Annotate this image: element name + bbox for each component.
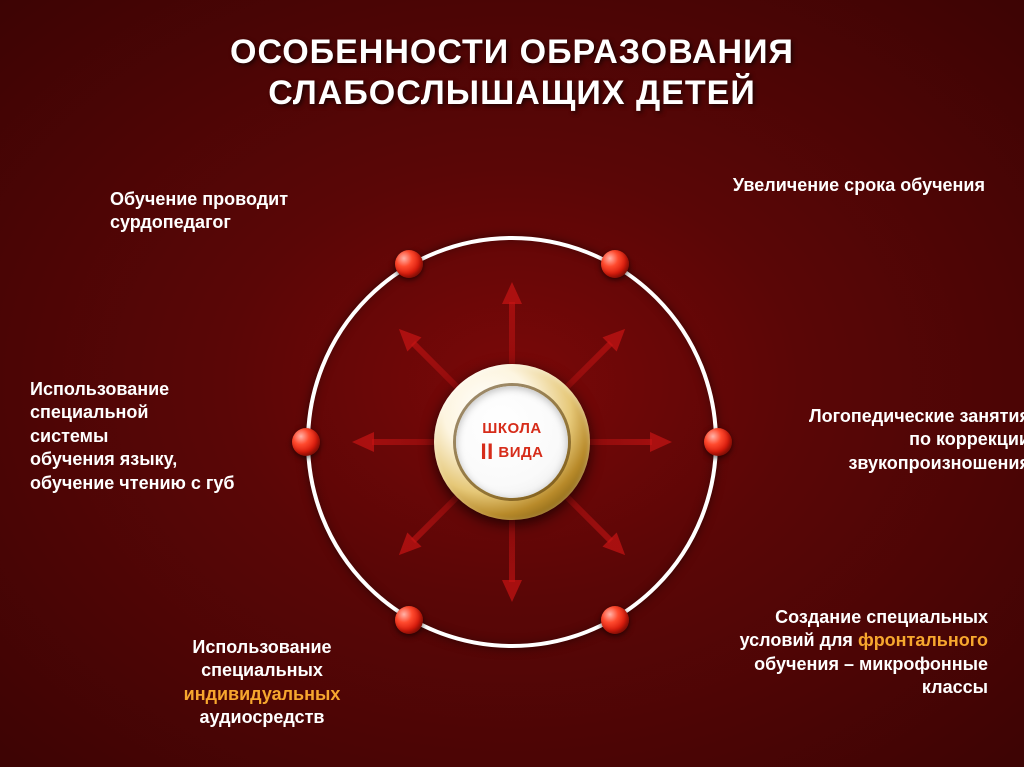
center-inner: ШКОЛА II ВИДА [456, 386, 568, 498]
node-orb [292, 428, 320, 456]
slide-title: ОСОБЕННОСТИ ОБРАЗОВАНИЯ СЛАБОСЛЫШАЩИХ ДЕ… [0, 32, 1024, 114]
center-line2: II ВИДА [480, 439, 543, 465]
node-orb [601, 606, 629, 634]
node-label: Создание специальныхусловий для фронталь… [668, 606, 988, 700]
node-label: Использованиеспециальнойсистемыобучения … [30, 378, 290, 495]
node-label: Использованиеспециальныхиндивидуальныхау… [142, 636, 382, 730]
node-label: Увеличение срока обучения [645, 174, 985, 197]
node-orb [704, 428, 732, 456]
title-line1: ОСОБЕННОСТИ ОБРАЗОВАНИЯ [230, 33, 794, 71]
center-roman: II [480, 439, 493, 464]
node-orb [395, 250, 423, 278]
radial-diagram: ШКОЛА II ВИДА [306, 236, 718, 648]
node-orb [395, 606, 423, 634]
node-label: Логопедические занятияпо коррекциизвукоп… [750, 405, 1024, 475]
center-line2-rest: ВИДА [494, 444, 544, 461]
center-medallion: ШКОЛА II ВИДА [434, 364, 590, 520]
center-line1: ШКОЛА [482, 420, 541, 437]
node-orb [601, 250, 629, 278]
node-label: Обучение проводитсурдопедагог [110, 188, 360, 235]
title-line2: СЛАБОСЛЫШАЩИХ ДЕТЕЙ [268, 74, 756, 112]
